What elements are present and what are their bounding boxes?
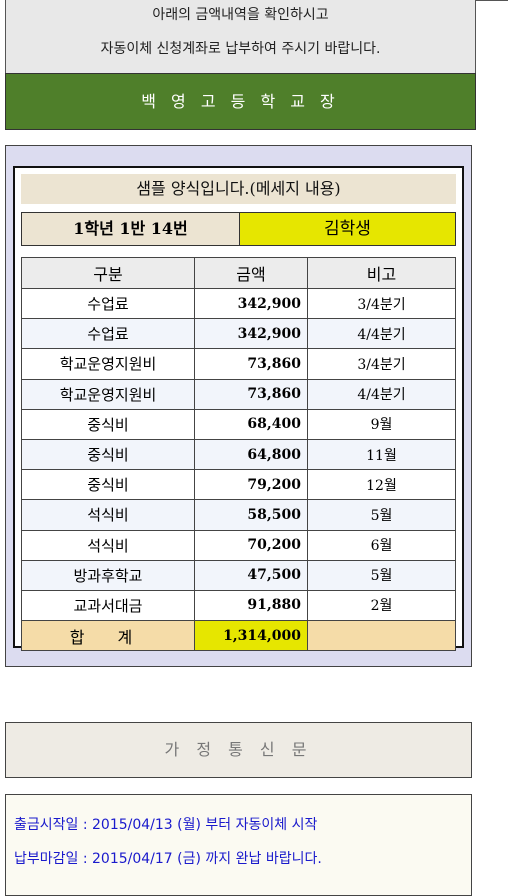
student-class: 1학년 1반 14번 xyxy=(22,213,240,245)
total-note xyxy=(307,620,456,652)
fee-note: 4/4분기 xyxy=(307,378,456,410)
fee-item: 방과후학교 xyxy=(21,559,195,591)
fee-note: 3/4분기 xyxy=(307,287,456,320)
principal-banner: 백 영 고 등 학 교 장 xyxy=(5,73,476,130)
fee-item: 중식비 xyxy=(21,438,195,471)
fee-amount: 47,500 xyxy=(194,559,308,591)
fee-note: 11월 xyxy=(307,438,456,471)
fee-amount: 68,400 xyxy=(194,408,308,440)
fee-table: 구분 금액 비고 수업료 342,900 3/4분기 수업료 342,900 4/4분기 학… xyxy=(21,257,456,652)
total-amount: 1,314,000 xyxy=(194,620,308,652)
payment-deadline-text: 납부마감일 : 2015/04/17 (금) 까지 완납 바랍니다. xyxy=(14,851,322,867)
fee-item: 석식비 xyxy=(21,529,195,561)
fee-table-header: 구분 금액 비고 xyxy=(21,257,456,289)
fee-item: 석식비 xyxy=(21,499,195,531)
fee-row: 방과후학교 47,500 5월 xyxy=(21,559,456,591)
withdraw-start-text: 출금시작일 : 2015/04/13 (월) 부터 자동이체 시작 xyxy=(14,817,318,833)
fee-row: 중식비 79,200 12월 xyxy=(21,469,456,501)
fee-item: 학교운영지원비 xyxy=(21,348,195,380)
header-amount: 금액 xyxy=(194,257,308,289)
fee-row: 학교운영지원비 73,860 4/4분기 xyxy=(21,378,456,410)
fee-row: 학교운영지원비 73,860 3/4분기 xyxy=(21,348,456,380)
fee-row: 수업료 342,900 4/4분기 xyxy=(21,318,456,350)
student-info-row: 1학년 1반 14번 김학생 xyxy=(21,212,456,246)
fee-row: 석식비 70,200 6월 xyxy=(21,529,456,561)
fee-note: 12월 xyxy=(307,469,456,501)
fee-amount: 342,900 xyxy=(194,318,308,350)
header-item: 구분 xyxy=(21,257,195,289)
fee-item: 중식비 xyxy=(21,408,195,440)
message-title: 샘플 양식입니다.(메세지 내용) xyxy=(21,174,456,204)
fee-row: 석식비 58,500 5월 xyxy=(21,499,456,531)
fee-item: 수업료 xyxy=(21,287,195,320)
notice-line-1: 아래의 금액내역을 확인하시고 xyxy=(152,7,329,23)
fee-row: 교과서대금 91,880 2월 xyxy=(21,589,456,622)
schedule-box: 출금시작일 : 2015/04/13 (월) 부터 자동이체 시작 납부마감일 … xyxy=(5,794,472,896)
fee-amount: 70,200 xyxy=(194,529,308,561)
fee-note: 2월 xyxy=(307,589,456,622)
fee-amount: 64,800 xyxy=(194,438,308,471)
fee-amount: 91,880 xyxy=(194,589,308,622)
top-border-line xyxy=(474,0,508,1)
fee-note: 3/4분기 xyxy=(307,348,456,380)
fee-statement-panel: 샘플 양식입니다.(메세지 내용) 1학년 1반 14번 김학생 구분 금액 비… xyxy=(5,145,472,667)
fee-note: 6월 xyxy=(307,529,456,561)
total-row: 합 계 1,314,000 xyxy=(21,620,456,652)
fee-amount: 73,860 xyxy=(194,348,308,380)
fee-note: 4/4분기 xyxy=(307,318,456,350)
fee-note: 5월 xyxy=(307,559,456,591)
home-letter-button[interactable]: 가 정 통 신 문 xyxy=(5,722,472,778)
student-name: 김학생 xyxy=(240,213,455,245)
fee-amount: 79,200 xyxy=(194,469,308,501)
fee-item: 중식비 xyxy=(21,469,195,501)
fee-row: 중식비 68,400 9월 xyxy=(21,408,456,440)
total-label: 합 계 xyxy=(21,620,195,652)
fee-note: 9월 xyxy=(307,408,456,440)
header-note: 비고 xyxy=(307,257,456,289)
fee-note: 5월 xyxy=(307,499,456,531)
notice-box: 아래의 금액내역을 확인하시고 자동이체 신청계좌로 납부하여 주시기 바랍니다… xyxy=(5,0,476,75)
fee-amount: 342,900 xyxy=(194,287,308,320)
fee-amount: 58,500 xyxy=(194,499,308,531)
fee-statement-form: 샘플 양식입니다.(메세지 내용) 1학년 1반 14번 김학생 구분 금액 비… xyxy=(13,166,464,652)
notice-line-2: 자동이체 신청계좌로 납부하여 주시기 바랍니다. xyxy=(100,41,381,57)
fee-row: 수업료 342,900 3/4분기 xyxy=(21,287,456,320)
fee-amount: 73,860 xyxy=(194,378,308,410)
fee-item: 수업료 xyxy=(21,318,195,350)
fee-row: 중식비 64,800 11월 xyxy=(21,438,456,471)
fee-item: 학교운영지원비 xyxy=(21,378,195,410)
fee-item: 교과서대금 xyxy=(21,589,195,622)
